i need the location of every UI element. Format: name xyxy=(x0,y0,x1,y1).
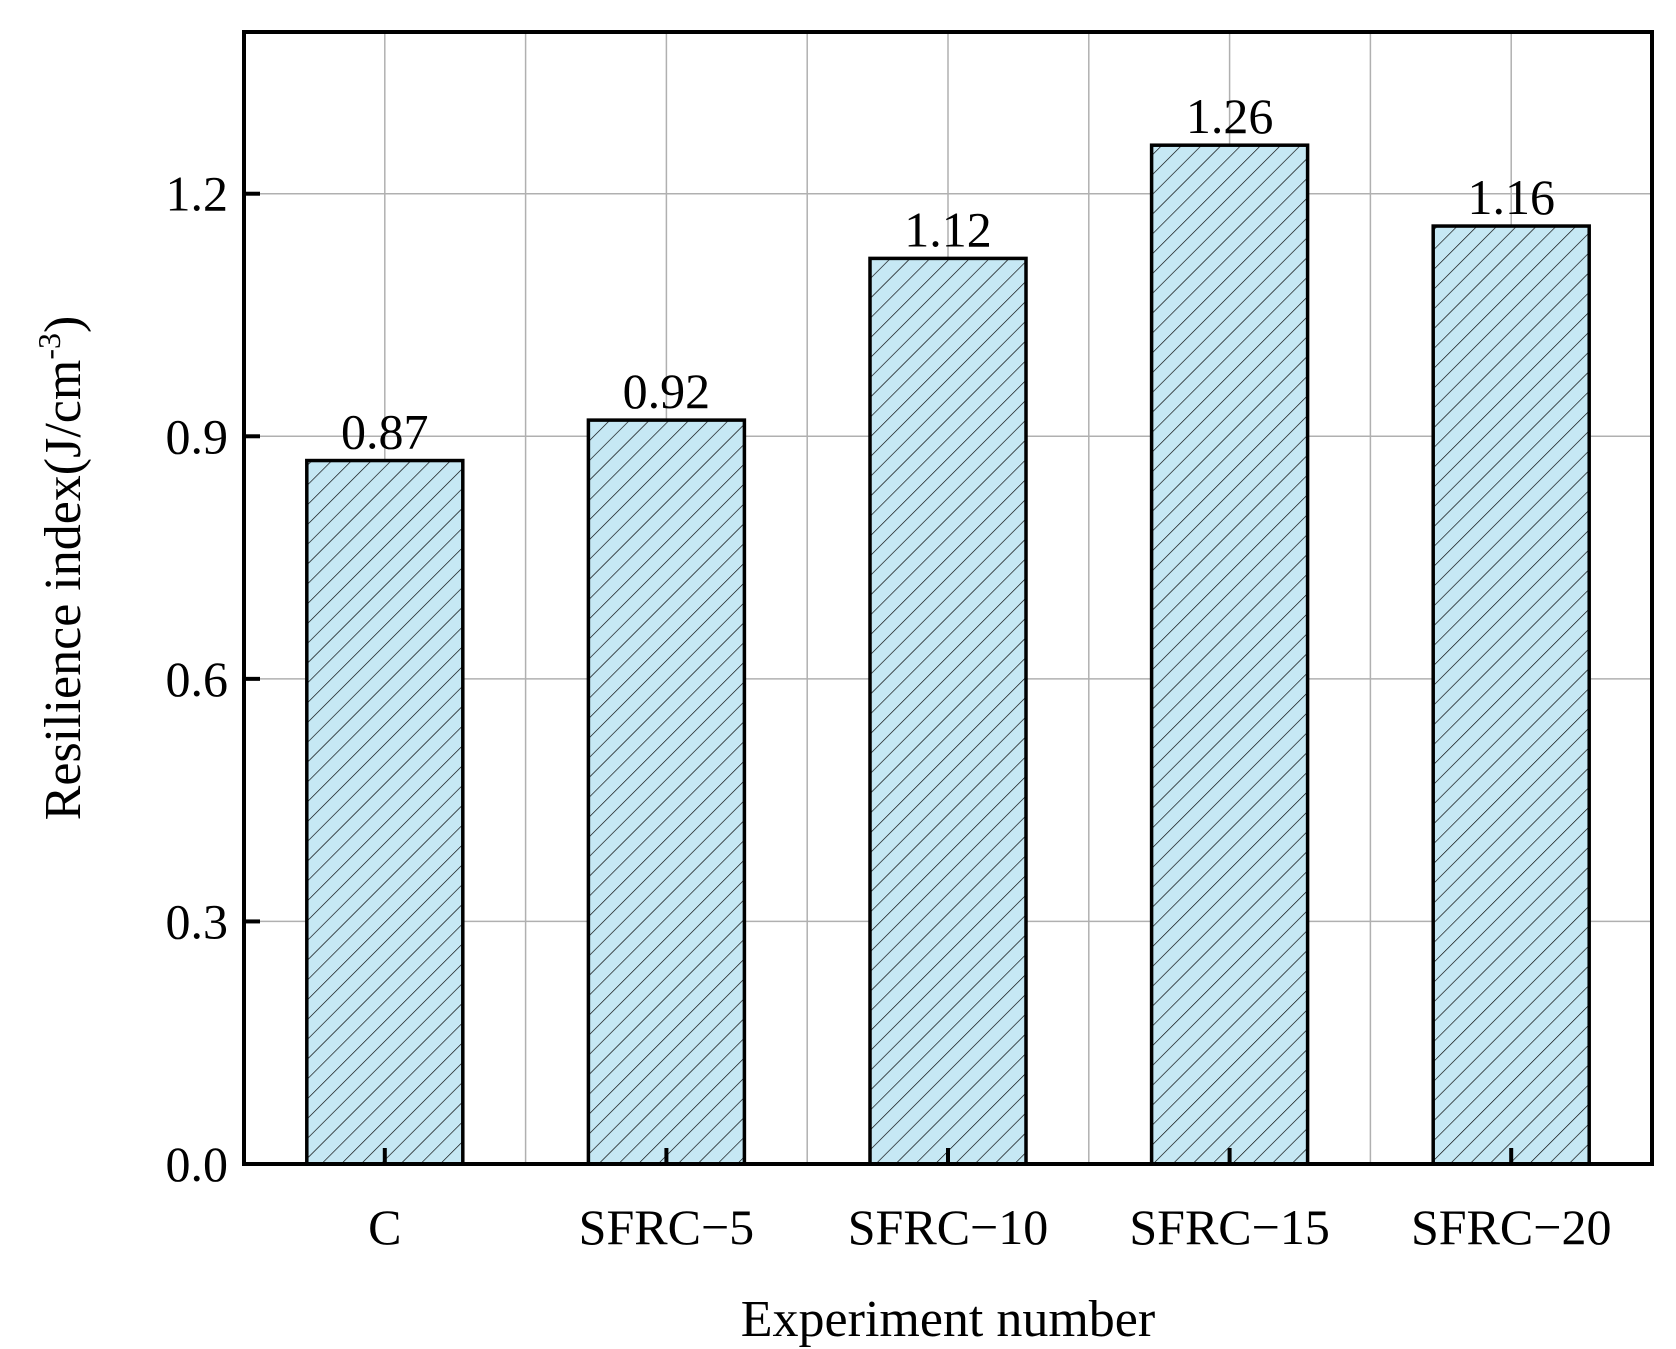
bar-value-label: 1.26 xyxy=(1186,88,1274,144)
bar-value-label: 1.16 xyxy=(1467,169,1555,225)
x-tick-label: SFRC−10 xyxy=(848,1199,1049,1255)
y-axis-title-main: Resilience index(J/cm xyxy=(35,360,92,821)
x-tick-label: SFRC−5 xyxy=(579,1199,755,1255)
x-tick-label: C xyxy=(368,1199,401,1255)
bars xyxy=(305,143,1591,1166)
y-tick-label: 1.2 xyxy=(166,166,229,222)
labels: 0.0 0.3 0.6 0.9 1.2 0.87 C 0.92 SFRC−5 1.12 SFRC−1… xyxy=(166,88,1612,1255)
bar-value-label: 0.87 xyxy=(341,404,429,460)
y-axis-title-close: ) xyxy=(35,316,92,333)
y-axis-title-superscript: -3 xyxy=(31,333,67,360)
y-tick-label: 0.9 xyxy=(166,408,229,464)
y-tick-label: 0.0 xyxy=(166,1136,229,1192)
bar xyxy=(868,256,1028,1166)
bar-value-label: 1.12 xyxy=(904,201,992,257)
x-tick-label: SFRC−20 xyxy=(1411,1199,1612,1255)
y-tick-label: 0.3 xyxy=(166,893,229,949)
y-tick-label: 0.6 xyxy=(166,651,229,707)
bar xyxy=(305,458,465,1166)
ticks xyxy=(244,191,1514,1166)
x-tick-label: SFRC−15 xyxy=(1129,1199,1330,1255)
y-axis-title: Resilience index(J/cm-3) xyxy=(31,316,92,821)
bar-value-label: 0.92 xyxy=(623,363,711,419)
bar xyxy=(586,418,747,1166)
bar xyxy=(1149,143,1310,1166)
x-axis-title: Experiment number xyxy=(741,1291,1155,1348)
bar xyxy=(1431,224,1591,1166)
